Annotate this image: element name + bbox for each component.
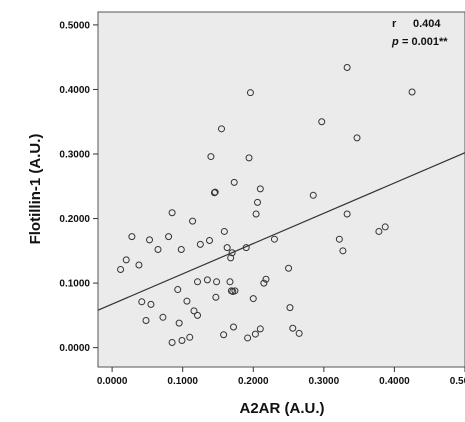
x-tick-label: 0.5000 bbox=[450, 376, 465, 387]
x-tick-label: 0.0000 bbox=[97, 376, 128, 387]
plot-area bbox=[97, 11, 465, 368]
x-tick-label: 0.1000 bbox=[167, 376, 198, 387]
y-tick-label: 0.3000 bbox=[59, 150, 90, 161]
data-point bbox=[174, 286, 182, 294]
y-axis-title: Flotillin-1 (A.U.) bbox=[27, 134, 44, 245]
y-tick-label: 0.4000 bbox=[59, 85, 90, 96]
data-point bbox=[256, 325, 264, 333]
fit-line bbox=[97, 152, 465, 311]
data-point bbox=[177, 246, 185, 254]
fit-line-group bbox=[97, 152, 465, 311]
data-point bbox=[231, 287, 239, 295]
data-point bbox=[213, 278, 221, 286]
data-point bbox=[207, 153, 215, 161]
data-point bbox=[183, 297, 191, 305]
data-point bbox=[117, 266, 125, 274]
data-point bbox=[154, 246, 162, 254]
p-value: = 0.001** bbox=[402, 36, 448, 48]
data-point bbox=[159, 313, 167, 321]
data-point bbox=[230, 323, 238, 331]
data-point bbox=[138, 298, 146, 306]
data-point bbox=[168, 338, 176, 346]
data-point bbox=[210, 189, 218, 197]
data-point bbox=[220, 331, 228, 339]
data-point bbox=[196, 240, 204, 248]
y-tick-label: 0.0000 bbox=[59, 343, 90, 354]
p-label: p bbox=[391, 36, 399, 48]
data-point bbox=[353, 134, 361, 142]
data-point bbox=[252, 210, 260, 218]
data-point bbox=[289, 324, 297, 332]
data-point bbox=[122, 256, 130, 264]
data-point bbox=[295, 329, 303, 337]
data-point bbox=[309, 191, 317, 199]
data-point bbox=[128, 233, 136, 241]
data-point bbox=[194, 278, 202, 286]
r-value: 0.404 bbox=[413, 18, 441, 30]
data-point bbox=[245, 154, 253, 162]
data-point bbox=[249, 295, 257, 303]
data-point bbox=[339, 247, 347, 255]
data-point bbox=[165, 233, 173, 241]
data-point bbox=[262, 275, 270, 283]
data-point bbox=[178, 337, 186, 345]
data-point bbox=[256, 185, 264, 193]
data-point bbox=[318, 118, 326, 126]
data-point bbox=[147, 300, 155, 308]
y-tick-label: 0.1000 bbox=[59, 279, 90, 290]
data-points bbox=[117, 64, 416, 346]
data-point bbox=[230, 178, 238, 186]
data-point bbox=[226, 278, 234, 286]
axis-ticks: 0.0000 0.1000 0.2000 0.3000 0.4000 0.5000 0.00… bbox=[59, 20, 465, 387]
data-point bbox=[194, 311, 202, 319]
data-point bbox=[189, 217, 197, 225]
data-point bbox=[260, 279, 268, 287]
data-point bbox=[286, 304, 294, 312]
data-point bbox=[228, 249, 236, 257]
data-point bbox=[223, 244, 231, 252]
data-point bbox=[206, 236, 214, 244]
data-point bbox=[242, 244, 250, 252]
data-point bbox=[408, 88, 416, 96]
y-tick-label: 0.5000 bbox=[59, 20, 90, 31]
data-point bbox=[142, 317, 150, 325]
data-point bbox=[135, 261, 143, 269]
data-point bbox=[203, 276, 211, 284]
data-point bbox=[190, 307, 198, 315]
data-point bbox=[381, 223, 389, 231]
r-label: r bbox=[392, 18, 397, 30]
data-point bbox=[343, 210, 351, 218]
x-tick-label: 0.3000 bbox=[309, 376, 340, 387]
data-point bbox=[175, 319, 183, 327]
x-axis-title: A2AR (A.U.) bbox=[240, 400, 325, 417]
stats-annotation: r 0.404 p = 0.001** bbox=[391, 18, 448, 48]
data-point bbox=[211, 188, 219, 196]
data-point bbox=[251, 330, 259, 338]
data-point bbox=[218, 125, 226, 133]
data-point bbox=[254, 198, 262, 206]
data-point bbox=[244, 334, 252, 342]
data-point bbox=[146, 236, 154, 244]
y-tick-label: 0.2000 bbox=[59, 214, 90, 225]
data-point bbox=[220, 227, 228, 235]
data-point bbox=[375, 227, 383, 235]
x-tick-label: 0.4000 bbox=[379, 376, 410, 387]
data-point bbox=[285, 264, 293, 272]
data-point bbox=[246, 89, 254, 97]
x-tick-label: 0.2000 bbox=[238, 376, 269, 387]
data-point bbox=[212, 293, 220, 301]
data-point bbox=[186, 333, 194, 341]
data-point bbox=[335, 235, 343, 243]
data-point bbox=[343, 64, 351, 72]
data-point bbox=[227, 254, 235, 262]
data-point bbox=[168, 209, 176, 217]
data-point bbox=[270, 235, 278, 243]
